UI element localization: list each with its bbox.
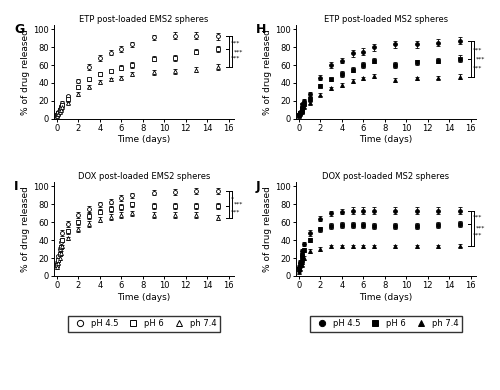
Title: DOX post-loaded EMS2 spheres: DOX post-loaded EMS2 spheres bbox=[78, 172, 210, 181]
Text: ***: *** bbox=[230, 55, 240, 60]
Text: ***: *** bbox=[234, 49, 243, 54]
Text: G: G bbox=[14, 23, 24, 36]
Title: ETP post-loaded MS2 spheres: ETP post-loaded MS2 spheres bbox=[324, 15, 448, 24]
Title: DOX post-loaded MS2 spheres: DOX post-loaded MS2 spheres bbox=[322, 172, 450, 181]
X-axis label: Time (days): Time (days) bbox=[359, 135, 412, 144]
Text: ***: *** bbox=[472, 215, 482, 220]
Text: ***: *** bbox=[476, 56, 485, 61]
Text: J: J bbox=[256, 180, 260, 193]
Text: ***: *** bbox=[472, 47, 482, 52]
Y-axis label: % of drug released: % of drug released bbox=[22, 186, 30, 272]
X-axis label: Time (days): Time (days) bbox=[117, 135, 170, 144]
Text: H: H bbox=[256, 23, 266, 36]
X-axis label: Time (days): Time (days) bbox=[359, 292, 412, 301]
Y-axis label: % of drug released: % of drug released bbox=[264, 29, 272, 115]
Text: ***: *** bbox=[472, 65, 482, 70]
Y-axis label: % of drug released: % of drug released bbox=[264, 186, 272, 272]
Text: ***: *** bbox=[476, 225, 485, 230]
Text: ***: *** bbox=[230, 209, 240, 214]
Text: I: I bbox=[14, 180, 18, 193]
Text: *: * bbox=[230, 196, 234, 201]
Legend: pH 4.5, pH 6, ph 7.4: pH 4.5, pH 6, ph 7.4 bbox=[68, 316, 220, 332]
Text: ***: *** bbox=[230, 40, 240, 45]
Text: ***: *** bbox=[234, 202, 243, 207]
X-axis label: Time (days): Time (days) bbox=[117, 292, 170, 301]
Text: ***: *** bbox=[472, 232, 482, 237]
Title: ETP post-loaded EMS2 spheres: ETP post-loaded EMS2 spheres bbox=[79, 15, 208, 24]
Y-axis label: % of drug released: % of drug released bbox=[22, 29, 30, 115]
Legend: pH 4.5, pH 6, ph 7.4: pH 4.5, pH 6, ph 7.4 bbox=[310, 316, 462, 332]
